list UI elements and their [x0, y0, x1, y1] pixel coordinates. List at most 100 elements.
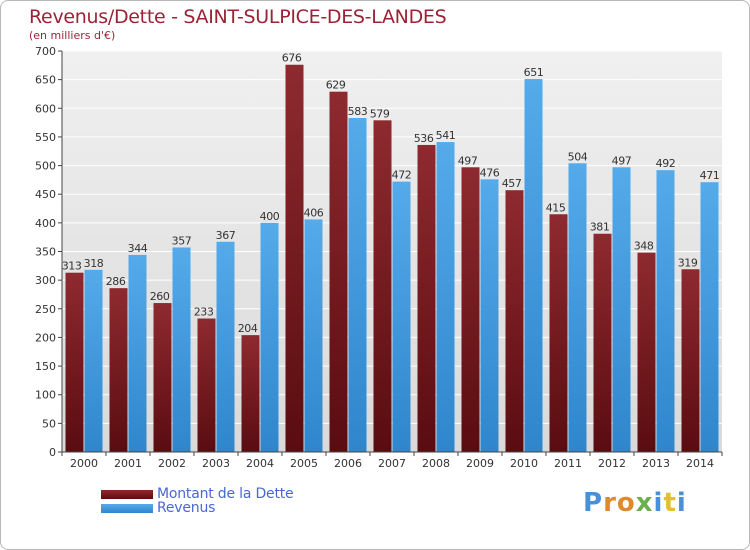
data-label-debt: 348 — [634, 240, 654, 253]
data-label-revenue: 472 — [392, 169, 412, 182]
chart-subtitle: (en milliers d'€) — [29, 29, 116, 42]
data-label-revenue: 406 — [304, 206, 324, 219]
data-label-debt: 579 — [370, 107, 390, 120]
bar-revenue — [128, 254, 147, 452]
data-label-debt: 381 — [590, 221, 610, 234]
data-label-revenue: 357 — [172, 234, 192, 247]
bar-revenue — [568, 163, 587, 452]
data-label-debt: 313 — [62, 260, 82, 273]
x-tick-label: 2000 — [70, 457, 98, 470]
bar-debt — [373, 120, 392, 453]
data-label-revenue: 471 — [700, 169, 720, 182]
data-label-revenue: 497 — [612, 154, 632, 167]
y-tick-label: 200 — [35, 331, 56, 344]
logo-letter: P — [583, 488, 604, 518]
data-label-debt: 260 — [150, 290, 170, 303]
data-label-debt: 415 — [546, 201, 566, 214]
x-tick-label: 2013 — [642, 457, 670, 470]
logo-letter: t — [663, 488, 677, 518]
bar-debt — [197, 318, 216, 452]
bar-revenue — [84, 269, 103, 452]
bar-debt — [505, 190, 524, 452]
x-tick-label: 2010 — [510, 457, 538, 470]
y-tick-label: 650 — [35, 74, 56, 87]
x-tick-label: 2001 — [114, 457, 142, 470]
data-label-revenue: 318 — [84, 257, 104, 270]
bar-debt — [153, 303, 172, 452]
data-label-debt: 457 — [502, 177, 522, 190]
bar-debt — [417, 144, 436, 452]
legend-label-debt: Montant de la Dette — [157, 486, 294, 502]
y-tick-label: 450 — [35, 188, 56, 201]
y-tick-label: 350 — [35, 246, 56, 259]
bar-debt — [461, 167, 480, 453]
proxiti-logo: Proxiti — [583, 488, 687, 518]
bar-revenue — [480, 179, 499, 452]
bar-debt — [593, 233, 612, 452]
y-tick-label: 0 — [49, 446, 56, 459]
y-tick-label: 250 — [35, 303, 56, 316]
data-label-revenue: 492 — [656, 157, 676, 170]
bar-debt — [109, 288, 128, 452]
data-label-revenue: 367 — [216, 229, 236, 242]
legend-label-revenue: Revenus — [157, 500, 216, 516]
bar-debt — [65, 272, 84, 452]
y-tick-label: 50 — [42, 417, 56, 430]
bar-debt — [241, 335, 260, 452]
bar-revenue — [612, 167, 631, 453]
x-tick-label: 2002 — [158, 457, 186, 470]
x-tick-label: 2008 — [422, 457, 450, 470]
data-label-debt: 319 — [678, 256, 698, 269]
bar-debt — [285, 64, 304, 453]
data-label-revenue: 583 — [348, 105, 368, 118]
bar-debt — [549, 214, 568, 452]
x-tick-label: 2004 — [246, 457, 274, 470]
data-label-debt: 233 — [194, 306, 214, 319]
x-tick-label: 2012 — [598, 457, 626, 470]
logo-letter: o — [616, 488, 636, 518]
bar-debt — [329, 91, 348, 453]
y-tick-label: 150 — [35, 360, 56, 373]
data-label-debt: 204 — [238, 322, 258, 335]
x-tick-label: 2014 — [686, 457, 714, 470]
y-tick-label: 550 — [35, 131, 56, 144]
x-tick-label: 2003 — [202, 457, 230, 470]
data-label-debt: 497 — [458, 154, 478, 167]
x-tick-label: 2007 — [378, 457, 406, 470]
data-label-revenue: 344 — [128, 242, 148, 255]
bar-revenue — [524, 79, 543, 452]
bar-revenue — [172, 247, 191, 452]
data-label-revenue: 651 — [524, 66, 544, 79]
bar-revenue — [392, 181, 411, 452]
x-tick-label: 2006 — [334, 457, 362, 470]
data-label-revenue: 541 — [436, 129, 456, 142]
data-label-debt: 536 — [414, 132, 434, 145]
bar-revenue — [348, 118, 367, 452]
x-tick-label: 2011 — [554, 457, 582, 470]
logo-letter: r — [603, 488, 617, 518]
y-tick-label: 500 — [35, 160, 56, 173]
bar-debt — [681, 269, 700, 452]
bar-revenue — [260, 222, 279, 452]
data-label-revenue: 504 — [568, 150, 588, 163]
data-label-debt: 629 — [326, 79, 346, 92]
data-label-revenue: 476 — [480, 166, 500, 179]
bar-revenue — [304, 219, 323, 452]
y-tick-label: 100 — [35, 389, 56, 402]
bar-revenue — [700, 182, 719, 453]
data-label-debt: 286 — [106, 275, 126, 288]
y-tick-label: 300 — [35, 274, 56, 287]
y-tick-label: 600 — [35, 102, 56, 115]
logo-letter: i — [676, 488, 687, 518]
bar-revenue — [436, 142, 455, 452]
x-tick-label: 2009 — [466, 457, 494, 470]
bar-revenue — [216, 241, 235, 452]
y-tick-label: 700 — [35, 45, 56, 58]
logo-letter: x — [635, 488, 654, 518]
legend-swatch-debt — [101, 490, 153, 499]
data-label-revenue: 400 — [260, 210, 280, 223]
chart-title: Revenus/Dette - SAINT-SULPICE-DES-LANDES — [29, 6, 447, 28]
legend-swatch-revenue — [101, 504, 153, 513]
